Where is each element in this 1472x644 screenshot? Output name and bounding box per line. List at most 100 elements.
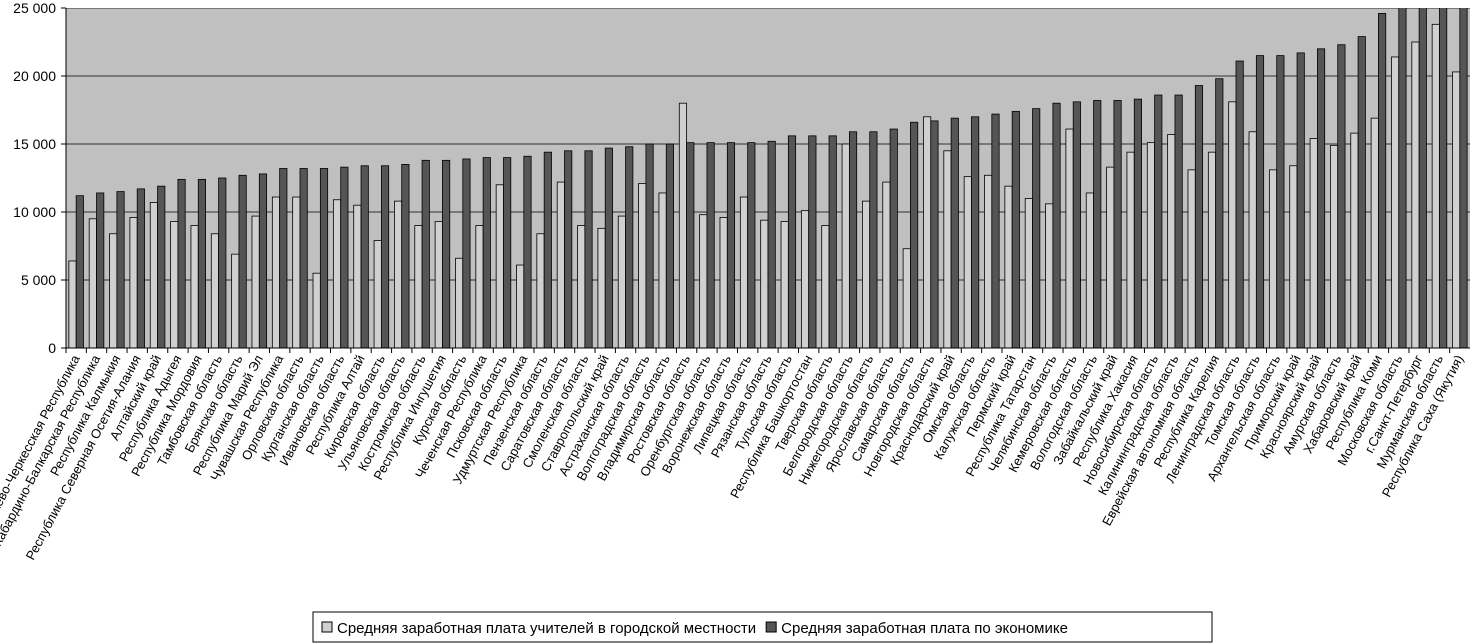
bar <box>869 131 878 348</box>
bar <box>455 257 464 348</box>
bar <box>279 168 288 348</box>
bar <box>503 157 512 348</box>
bar <box>597 227 606 348</box>
bar <box>943 150 952 348</box>
bar <box>787 135 797 348</box>
bar <box>910 121 919 348</box>
bar <box>394 200 403 348</box>
bar <box>1439 8 1448 348</box>
bar <box>401 163 410 348</box>
bar <box>218 177 227 348</box>
bar <box>1113 100 1122 348</box>
bar <box>604 147 613 348</box>
bar <box>312 272 321 348</box>
bar <box>841 143 850 348</box>
bar <box>75 195 84 348</box>
bar <box>96 192 105 348</box>
bar <box>678 102 688 348</box>
bar <box>1398 8 1407 348</box>
bar <box>1194 85 1204 348</box>
bar <box>1072 101 1081 348</box>
bar <box>821 225 830 348</box>
bar <box>1316 48 1326 348</box>
bar <box>197 178 206 348</box>
bar <box>645 143 654 348</box>
bar <box>1004 185 1013 348</box>
bar <box>699 214 708 348</box>
bar <box>971 116 980 348</box>
bar <box>421 159 430 348</box>
bar <box>170 221 179 348</box>
bar <box>984 174 993 348</box>
y-tick-label: 10 000 <box>13 204 56 220</box>
bar <box>767 140 776 348</box>
bar <box>1085 192 1094 348</box>
legend-label: Средняя заработная плата по экономике <box>781 620 1068 637</box>
bar <box>116 191 125 348</box>
bar <box>251 215 260 348</box>
y-tick-label: 25 000 <box>13 0 56 16</box>
bar <box>1106 166 1115 348</box>
bar <box>1126 151 1135 348</box>
y-tick-label: 20 000 <box>13 68 56 84</box>
bar <box>1276 55 1285 348</box>
bar <box>1228 101 1237 348</box>
bar <box>747 142 756 348</box>
bar <box>157 185 166 348</box>
bar <box>665 143 674 348</box>
bar <box>414 225 423 348</box>
bar <box>739 196 749 348</box>
bar <box>1154 94 1163 348</box>
bar <box>706 142 715 348</box>
bar <box>862 200 871 348</box>
bar <box>556 181 565 348</box>
bar <box>1207 151 1217 348</box>
bar <box>564 150 573 348</box>
bar <box>136 188 145 348</box>
bar <box>1133 98 1142 348</box>
bar <box>617 215 626 348</box>
bar <box>991 113 1000 348</box>
bar <box>462 158 471 348</box>
bar <box>800 210 810 348</box>
bar <box>726 142 736 348</box>
bar <box>1024 197 1033 348</box>
bar <box>109 233 118 348</box>
bar <box>258 173 268 348</box>
legend-swatch <box>321 621 333 633</box>
bar <box>584 150 593 348</box>
bar <box>686 142 695 348</box>
bar <box>828 135 837 348</box>
bar <box>1187 169 1196 348</box>
bar <box>373 240 382 348</box>
bar <box>808 135 817 348</box>
bar <box>1167 134 1176 348</box>
bar <box>210 233 220 348</box>
bar <box>271 196 281 348</box>
bar <box>1459 8 1468 348</box>
bar <box>930 120 939 348</box>
bar <box>1032 108 1041 348</box>
bar <box>780 221 789 348</box>
bar <box>495 184 504 348</box>
bar <box>340 166 349 348</box>
legend-swatch <box>765 621 777 633</box>
bar <box>1235 60 1244 348</box>
bar <box>1093 100 1102 348</box>
bar <box>902 248 911 348</box>
bar <box>1174 94 1183 348</box>
bar <box>1011 110 1020 348</box>
bar <box>760 219 769 348</box>
bar <box>950 117 959 348</box>
bar <box>1452 71 1461 348</box>
bar <box>516 264 525 348</box>
bar <box>1418 8 1427 348</box>
bar <box>1411 41 1420 348</box>
bar <box>177 178 186 348</box>
bar <box>482 157 491 348</box>
bar <box>543 151 552 348</box>
bar <box>1309 138 1318 348</box>
bar <box>1431 23 1440 348</box>
y-tick-label: 5 000 <box>21 272 56 288</box>
